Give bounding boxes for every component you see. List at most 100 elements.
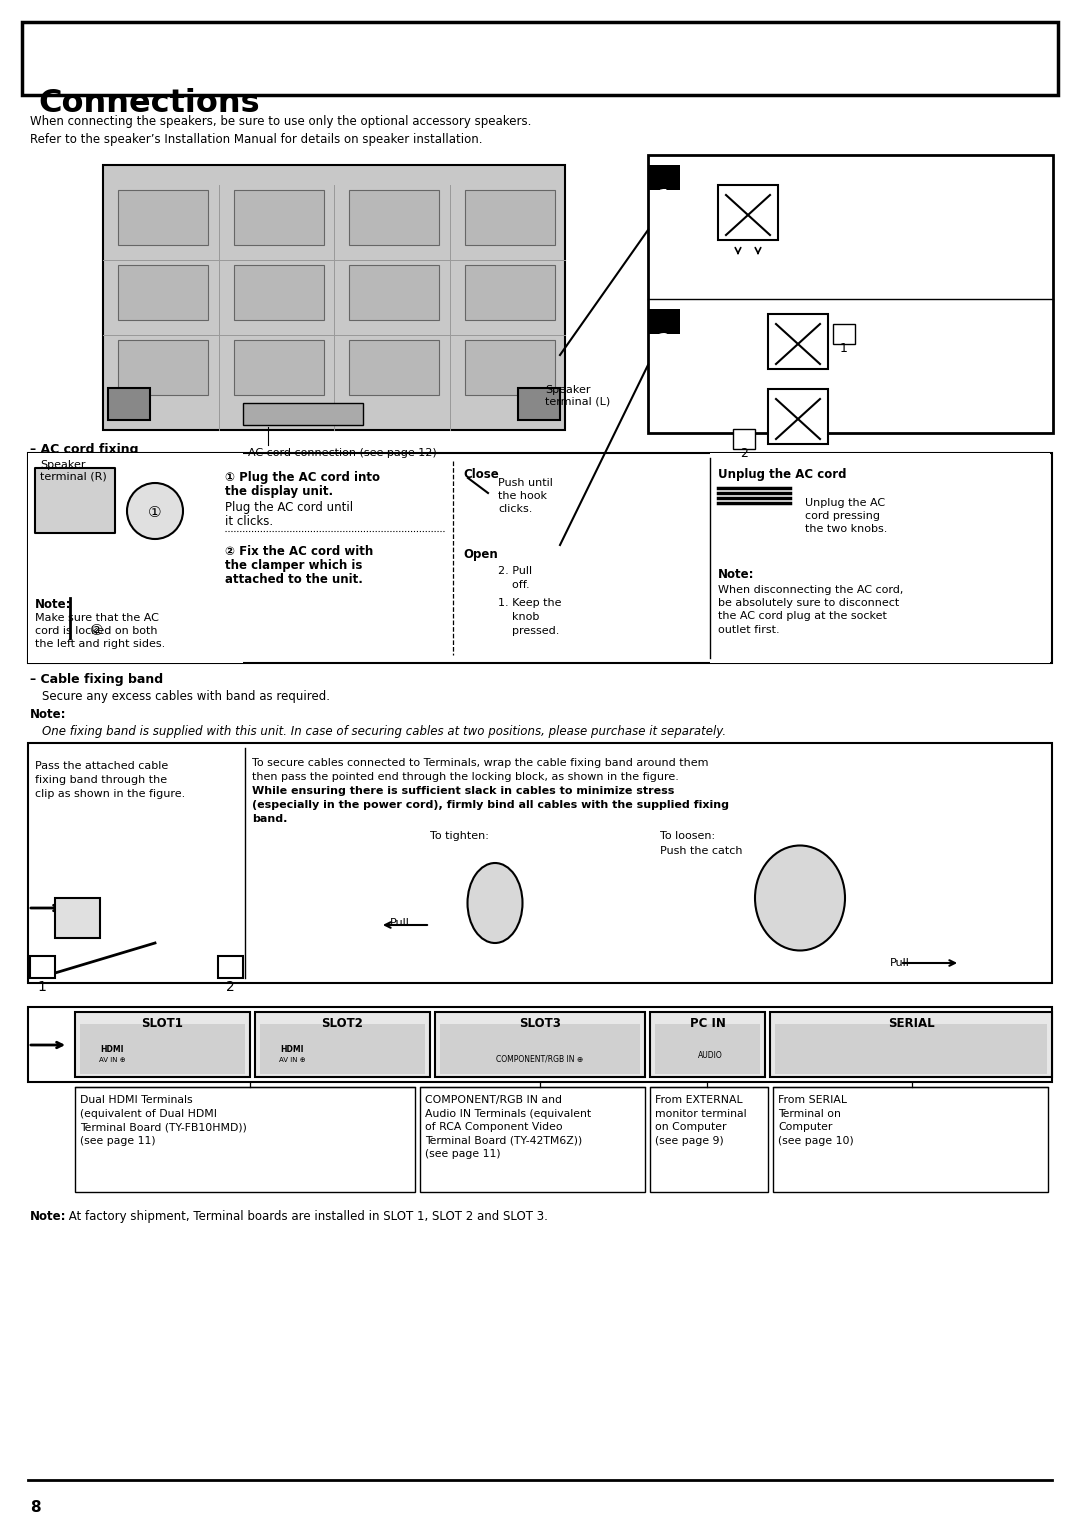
- Text: Refer to the speaker’s Installation Manual for details on speaker installation.: Refer to the speaker’s Installation Manu…: [30, 133, 483, 147]
- Text: Note:: Note:: [35, 597, 71, 611]
- Text: then pass the pointed end through the locking block, as shown in the figure.: then pass the pointed end through the lo…: [252, 772, 679, 782]
- Text: HDMI: HDMI: [100, 1045, 124, 1054]
- Text: Speaker
terminal (L): Speaker terminal (L): [545, 385, 610, 406]
- Bar: [30, 957, 55, 978]
- Bar: [233, 264, 324, 319]
- Text: 1: 1: [840, 342, 848, 354]
- Text: ①: ①: [148, 504, 162, 520]
- Bar: [22, 21, 1058, 95]
- Bar: [75, 1086, 415, 1192]
- Bar: [518, 388, 561, 420]
- Text: PC IN: PC IN: [689, 1018, 726, 1030]
- Text: While ensuring there is sufficient slack in cables to minimize stress: While ensuring there is sufficient slack…: [252, 785, 674, 796]
- Bar: [35, 468, 114, 533]
- Text: Open: Open: [463, 549, 498, 561]
- Text: Note:: Note:: [718, 568, 755, 581]
- Bar: [648, 165, 680, 189]
- Text: When disconnecting the AC cord,
be absolutely sure to disconnect
the AC cord plu: When disconnecting the AC cord, be absol…: [718, 585, 903, 634]
- Text: knob: knob: [498, 613, 539, 622]
- Bar: [103, 165, 565, 429]
- Text: AV IN ⊕: AV IN ⊕: [98, 1057, 125, 1063]
- Text: One fixing band is supplied with this unit. In case of securing cables at two po: One fixing band is supplied with this un…: [42, 724, 726, 738]
- Text: AC cord connection (see page 12): AC cord connection (see page 12): [248, 448, 436, 458]
- Bar: [108, 388, 150, 420]
- Bar: [650, 1086, 768, 1192]
- Bar: [28, 1007, 1052, 1082]
- Bar: [243, 403, 363, 425]
- Text: ① Plug the AC cord into: ① Plug the AC cord into: [225, 471, 380, 484]
- Text: Note:: Note:: [30, 1210, 67, 1222]
- Bar: [255, 1012, 430, 1077]
- Text: Push the catch: Push the catch: [660, 847, 743, 856]
- Bar: [349, 189, 438, 244]
- Text: COMPONENT/RGB IN ⊕: COMPONENT/RGB IN ⊕: [497, 1054, 583, 1063]
- Text: 1: 1: [658, 188, 671, 206]
- Text: band.: band.: [252, 814, 287, 824]
- Text: Unplug the AC
cord pressing
the two knobs.: Unplug the AC cord pressing the two knob…: [805, 498, 888, 535]
- Bar: [260, 1024, 426, 1074]
- Text: the display unit.: the display unit.: [225, 484, 333, 498]
- Bar: [773, 1086, 1048, 1192]
- Bar: [440, 1024, 640, 1074]
- Text: Plug the AC cord until: Plug the AC cord until: [225, 501, 353, 513]
- Text: At factory shipment, Terminal boards are installed in SLOT 1, SLOT 2 and SLOT 3.: At factory shipment, Terminal boards are…: [65, 1210, 548, 1222]
- Text: To tighten:: To tighten:: [430, 831, 489, 840]
- Bar: [118, 189, 208, 244]
- Bar: [648, 309, 680, 335]
- Text: Pass the attached cable
fixing band through the
clip as shown in the figure.: Pass the attached cable fixing band thro…: [35, 761, 186, 799]
- Text: HDMI: HDMI: [280, 1045, 303, 1054]
- Text: pressed.: pressed.: [498, 626, 559, 636]
- Bar: [28, 743, 1052, 983]
- Bar: [80, 1024, 245, 1074]
- Text: AUDIO: AUDIO: [698, 1051, 723, 1060]
- Text: off.: off.: [498, 581, 529, 590]
- Text: – Cable fixing band: – Cable fixing band: [30, 672, 163, 686]
- Text: Speaker
terminal (R): Speaker terminal (R): [40, 460, 107, 481]
- Bar: [349, 341, 438, 396]
- Bar: [648, 154, 1053, 432]
- Bar: [55, 898, 100, 938]
- Bar: [768, 313, 828, 368]
- Bar: [650, 1012, 765, 1077]
- Bar: [833, 324, 855, 344]
- Text: Make sure that the AC
cord is locked on both
the left and right sides.: Make sure that the AC cord is locked on …: [35, 613, 165, 649]
- Text: COMPONENT/RGB IN and
Audio IN Terminals (equivalent
of RCA Component Video
Termi: COMPONENT/RGB IN and Audio IN Terminals …: [426, 1096, 591, 1160]
- Text: SLOT1: SLOT1: [141, 1018, 184, 1030]
- Text: Close: Close: [463, 468, 499, 481]
- Bar: [768, 390, 828, 445]
- Text: 1: 1: [38, 979, 46, 995]
- Bar: [775, 1024, 1047, 1074]
- Circle shape: [127, 483, 183, 539]
- Text: 8: 8: [30, 1500, 41, 1514]
- Text: it clicks.: it clicks.: [225, 515, 273, 529]
- Text: AV IN ⊕: AV IN ⊕: [279, 1057, 306, 1063]
- Text: Pull: Pull: [390, 918, 410, 927]
- Bar: [118, 341, 208, 396]
- Bar: [349, 264, 438, 319]
- Text: 2: 2: [226, 979, 234, 995]
- Text: – AC cord fixing: – AC cord fixing: [30, 443, 138, 455]
- Text: 2: 2: [740, 448, 748, 460]
- Bar: [75, 1012, 249, 1077]
- Text: ② Fix the AC cord with: ② Fix the AC cord with: [225, 545, 374, 558]
- Bar: [464, 264, 554, 319]
- Bar: [464, 189, 554, 244]
- Text: Note:: Note:: [30, 707, 67, 721]
- Bar: [733, 429, 755, 449]
- Text: Unplug the AC cord: Unplug the AC cord: [718, 468, 847, 481]
- Text: the clamper which is: the clamper which is: [225, 559, 363, 571]
- Bar: [420, 1086, 645, 1192]
- Text: 2: 2: [658, 332, 671, 350]
- Text: Dual HDMI Terminals
(equivalent of Dual HDMI
Terminal Board (TY-FB10HMD))
(see p: Dual HDMI Terminals (equivalent of Dual …: [80, 1096, 247, 1146]
- Text: To secure cables connected to Terminals, wrap the cable fixing band around them: To secure cables connected to Terminals,…: [252, 758, 708, 769]
- Text: Push until
the hook
clicks.: Push until the hook clicks.: [498, 478, 553, 515]
- Text: ②: ②: [90, 623, 104, 639]
- Text: From EXTERNAL
monitor terminal
on Computer
(see page 9): From EXTERNAL monitor terminal on Comput…: [654, 1096, 746, 1146]
- Bar: [28, 452, 243, 663]
- Bar: [218, 957, 243, 978]
- Ellipse shape: [755, 845, 845, 950]
- Text: Connections: Connections: [38, 89, 259, 119]
- Bar: [233, 189, 324, 244]
- Text: SLOT3: SLOT3: [519, 1018, 561, 1030]
- Text: To loosen:: To loosen:: [660, 831, 715, 840]
